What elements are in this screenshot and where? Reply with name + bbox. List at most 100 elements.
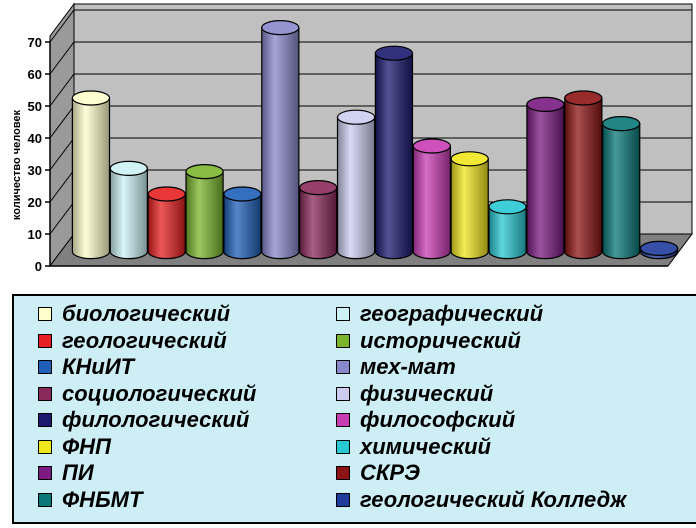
y-tick-label: 60	[28, 67, 42, 82]
bar	[488, 199, 527, 260]
y-tick-label: 10	[28, 227, 42, 242]
bar-top	[299, 180, 338, 196]
bar-body	[526, 103, 565, 260]
legend-swatch	[336, 386, 350, 401]
bar	[109, 160, 148, 260]
bar-top	[336, 109, 376, 125]
bar-top	[488, 199, 527, 215]
bar-top	[450, 151, 489, 167]
legend-label: биологический	[62, 301, 231, 326]
legend-label: филологический	[62, 407, 250, 432]
legend-item: филологический	[38, 408, 249, 432]
bar-chart: 0 10 20 30 40 50 60 70 количество человек	[11, 2, 693, 274]
bar-body	[299, 187, 338, 260]
bar-top	[109, 160, 148, 176]
bar	[374, 45, 414, 260]
bar	[185, 164, 224, 260]
legend-label: СКРЭ	[360, 460, 420, 485]
legend-item: ПИ	[38, 461, 94, 485]
bar	[261, 20, 300, 260]
legend-label: физический	[360, 380, 494, 406]
bar-body	[602, 123, 641, 260]
legend-item: географический	[336, 302, 543, 326]
y-tick-label: 20	[28, 195, 42, 210]
bar-body	[261, 27, 300, 260]
bar-top	[374, 45, 414, 61]
legend-swatch	[336, 439, 350, 454]
legend-label: социологический	[62, 380, 257, 406]
legend-swatch	[38, 360, 52, 374]
bar-body	[488, 206, 527, 260]
legend-item: химический	[336, 433, 491, 459]
legend-label: геологический Колледж	[360, 486, 627, 512]
bar	[639, 240, 679, 260]
bar	[299, 180, 338, 260]
bar	[147, 186, 186, 260]
legend-label: ПИ	[62, 460, 94, 485]
bar	[602, 115, 641, 260]
bar-body	[336, 116, 376, 260]
gridline	[49, 9, 692, 43]
legend-item: КНиИТ	[38, 355, 134, 379]
legend-swatch	[38, 307, 52, 321]
bar-body	[223, 193, 262, 260]
y-tick-label: 40	[28, 131, 42, 146]
y-tick-label: 50	[28, 99, 42, 114]
bar-body	[450, 158, 489, 260]
bar-top	[602, 115, 641, 132]
gridline	[49, 73, 692, 107]
legend-swatch	[38, 386, 52, 401]
y-axis-label: количество человек	[11, 109, 23, 220]
legend-swatch	[336, 333, 350, 348]
legend-swatch	[336, 492, 350, 507]
y-tick-label: 30	[28, 163, 42, 178]
legend-label: философский	[360, 407, 516, 432]
legend-item: ФНП	[38, 433, 111, 459]
legend-swatch	[38, 439, 52, 454]
bars	[71, 20, 679, 260]
bar-body	[374, 52, 414, 260]
y-tick-label: 0	[35, 259, 42, 274]
legend-item: СКРЭ	[336, 461, 420, 485]
legend-item: геологический	[38, 327, 227, 353]
legend-label: ФНП	[62, 433, 111, 459]
bar-top	[526, 96, 565, 113]
y-axis: 0 10 20 30 40 50 60 70	[28, 35, 668, 274]
legend-item: философский	[336, 408, 515, 432]
legend-swatch	[336, 413, 350, 427]
legend-label: исторический	[360, 327, 521, 353]
bar-body	[147, 193, 186, 260]
legend-swatch	[38, 333, 52, 348]
legend-swatch	[336, 360, 350, 374]
legend-swatch	[38, 413, 52, 427]
legend: биологический географический геологический…	[12, 294, 696, 524]
y-tick-label: 70	[28, 35, 42, 50]
bar	[412, 138, 451, 260]
bar	[564, 90, 603, 260]
legend-label: мех-мат	[360, 354, 456, 379]
legend-swatch	[38, 466, 52, 480]
legend-swatch	[336, 466, 350, 480]
legend-label: ФНБМТ	[62, 486, 143, 512]
legend-label: химический	[360, 433, 491, 459]
gridline	[49, 41, 692, 75]
legend-swatch	[336, 307, 350, 321]
legend-label: КНиИТ	[62, 354, 135, 379]
bar-top	[412, 138, 451, 154]
bar-top	[147, 186, 186, 202]
legend-item: физический	[336, 380, 494, 406]
legend-item: мех-мат	[336, 355, 456, 379]
bar-body	[564, 97, 603, 260]
legend-item: ФНБМТ	[38, 486, 143, 512]
bar	[223, 186, 262, 260]
legend-label: геологический	[62, 327, 227, 353]
bar-top	[223, 186, 262, 202]
bar-body	[71, 97, 111, 260]
bar-body	[412, 145, 451, 260]
bar	[71, 90, 111, 260]
bar-top	[185, 164, 224, 180]
bar-top	[261, 20, 300, 36]
legend-item: биологический	[38, 302, 230, 326]
legend-label: географический	[360, 301, 544, 326]
bar-top	[639, 240, 679, 256]
